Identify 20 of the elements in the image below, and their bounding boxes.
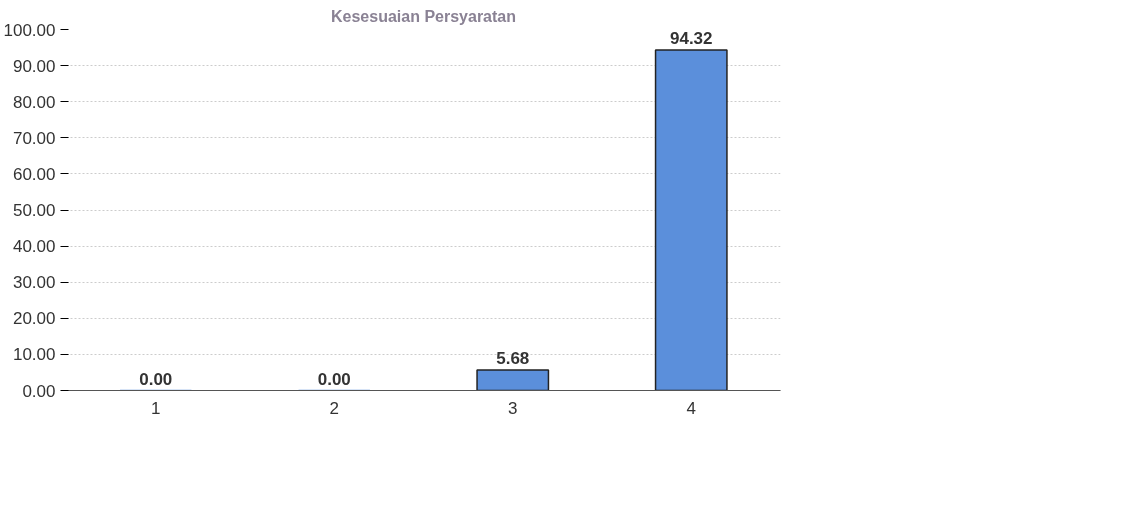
y-tick-label: 60.00 [12,164,56,184]
data-label: 94.32 [669,29,713,48]
y-tick-label: 90.00 [12,56,56,76]
y-tick-label: 50.00 [12,201,56,220]
y-tick-label: 20.00 [12,309,56,329]
data-label: 5.68 [496,349,530,368]
x-tick-label: 3 [508,398,518,418]
y-tick-label: 100.00 [3,20,56,40]
chart-title: Kesesuaian Persyaratan [331,7,516,25]
y-tick-label: 70.00 [12,128,56,148]
x-tick-label: 2 [329,398,339,418]
y-tick-label: 30.00 [12,273,56,293]
y-tick-label: 0.00 [22,381,56,401]
y-tick-label: 40.00 [12,237,56,257]
data-label: 0.00 [139,369,173,389]
y-tick-label: 10.00 [12,345,56,365]
x-tick-label: 1 [151,398,161,418]
data-label: 0.00 [317,369,351,389]
x-tick-label: 4 [686,398,696,418]
y-tick-label: 80.00 [12,92,56,112]
